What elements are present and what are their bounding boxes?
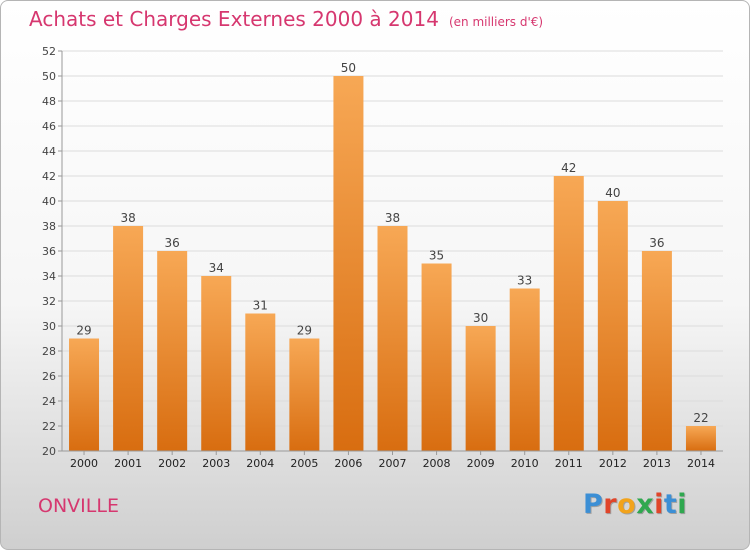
proxiti-logo[interactable]: Proxiti [583,489,687,520]
logo-letter: P [583,489,604,520]
title-unit: (en milliers d'€) [448,15,544,29]
x-tick-label: 2011 [555,457,583,470]
value-label: 38 [120,211,135,225]
y-tick-label: 42 [42,170,56,183]
x-tick-label: 2002 [158,457,186,470]
y-tick-label: 40 [42,195,56,208]
x-axis-ticks: 2000 2001 2002 2003 2004 2005 2006 2007 2008 2009… [70,451,715,470]
y-tick-label: 50 [42,70,56,83]
value-label: 29 [297,324,312,338]
bar-2002 [157,251,188,451]
bar-2003 [201,276,232,451]
bar-2004 [245,313,276,451]
y-tick-label: 36 [42,245,56,258]
logo-letter: o [617,489,637,520]
x-tick-label: 2009 [467,457,495,470]
x-tick-label: 2004 [246,457,274,470]
x-tick-label: 2003 [202,457,230,470]
value-label: 35 [429,249,444,263]
bars [69,76,716,451]
value-label: 36 [649,236,664,250]
y-tick-label: 44 [42,145,56,158]
y-tick-label: 46 [42,120,56,133]
y-tick-label: 30 [42,320,56,333]
y-tick-label: 52 [42,45,56,58]
y-tick-label: 34 [42,270,56,283]
value-label: 50 [341,61,356,75]
logo-letter: i [677,489,688,520]
y-tick-label: 26 [42,370,56,383]
logo-letter: t [663,489,678,520]
bar-2009 [465,326,496,451]
y-tick-label: 28 [42,345,56,358]
x-tick-label: 2013 [643,457,671,470]
value-label: 36 [165,236,180,250]
bar-2012 [597,201,628,451]
value-label: 30 [473,311,488,325]
place-name: ONVILLE [38,495,119,517]
bar-2005 [289,338,320,451]
axes [61,51,723,452]
bar-2010 [509,288,540,451]
x-tick-label: 2001 [114,457,142,470]
value-label: 29 [76,324,91,338]
y-tick-label: 48 [42,95,56,108]
value-label: 38 [385,211,400,225]
title-main: Achats et Charges Externes 2000 à 2014 [29,7,439,31]
bar-2000 [69,338,100,451]
y-tick-label: 20 [42,445,56,458]
value-label: 22 [693,411,708,425]
x-tick-label: 2000 [70,457,98,470]
x-tick-label: 2014 [687,457,715,470]
bar-2008 [421,263,452,451]
bar-2014 [685,426,716,451]
x-tick-label: 2006 [334,457,362,470]
logo-letter: x [636,489,655,520]
chart-title: Achats et Charges Externes 2000 à 2014 (e… [29,7,543,31]
x-tick-label: 2010 [511,457,539,470]
x-tick-label: 2012 [599,457,627,470]
x-tick-label: 2007 [379,457,407,470]
value-label: 31 [253,299,268,313]
y-tick-label: 32 [42,295,56,308]
x-tick-label: 2008 [423,457,451,470]
y-axis-ticks: 20 22 24 26 28 30 32 34 36 38 40 42 44 46 48 50 52 [42,45,62,458]
y-tick-label: 38 [42,220,56,233]
value-label: 33 [517,274,532,288]
value-label: 40 [605,186,620,200]
bar-2011 [553,176,584,451]
bar-2007 [377,226,408,451]
value-label: 42 [561,161,576,175]
y-tick-label: 22 [42,420,56,433]
logo-letter: i [654,489,664,520]
logo-letter: r [603,489,618,520]
x-tick-label: 2005 [290,457,318,470]
y-tick-label: 24 [42,395,56,408]
bar-2006 [333,76,364,451]
value-label: 34 [209,261,224,275]
bar-2013 [641,251,672,451]
bar-2001 [113,226,144,451]
value-labels: 29 38 36 34 31 29 50 38 35 30 33 42 40 36 22 [76,61,708,425]
